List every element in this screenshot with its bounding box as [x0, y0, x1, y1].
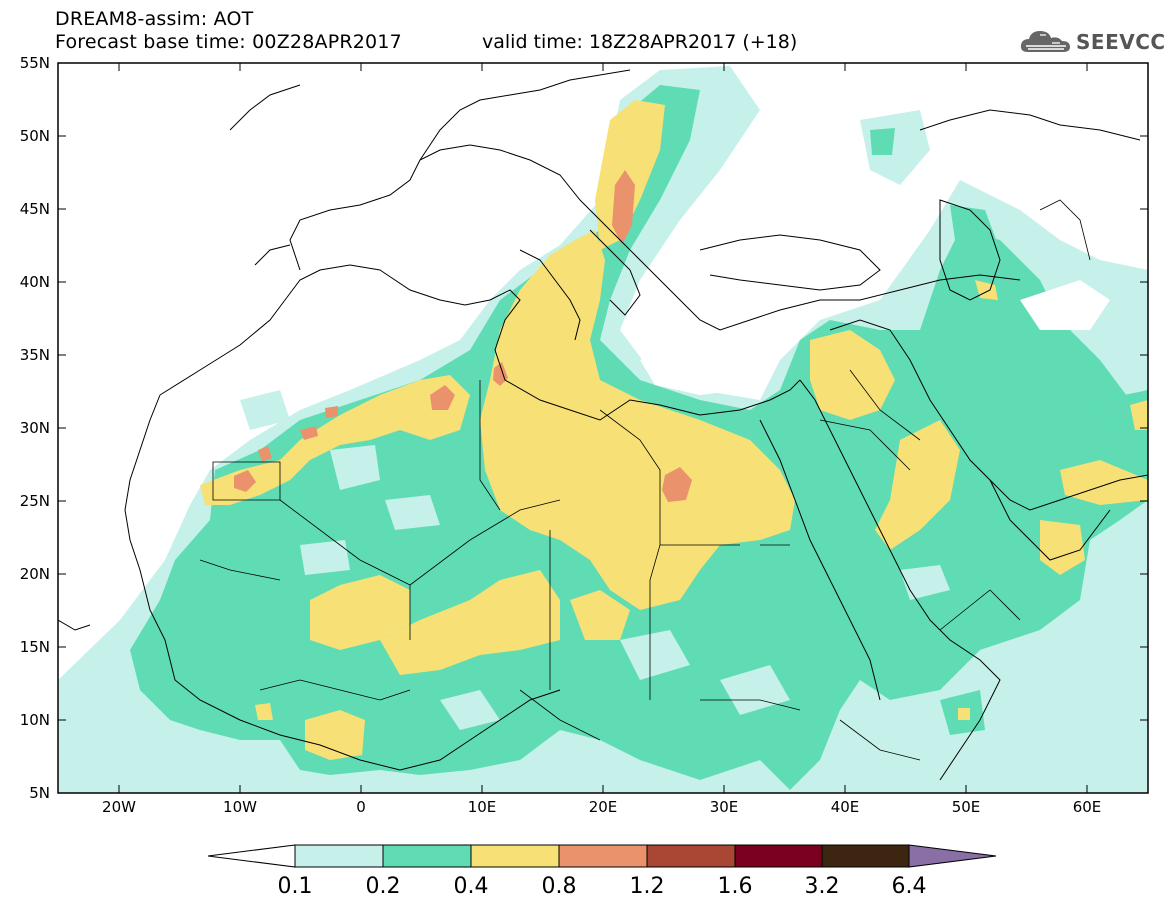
aot-holes-white [58, 280, 1110, 650]
colorbar-swatch [382, 844, 472, 868]
colorbar-label: 0.4 [454, 874, 489, 899]
lon-label: 40E [831, 798, 860, 816]
lon-label: 60E [1073, 798, 1102, 816]
colorbar-label: 3.2 [805, 874, 840, 899]
lon-label: 10E [468, 798, 497, 816]
lat-label: 15N [20, 638, 50, 656]
lon-ticks [118, 63, 1088, 793]
country-borders [199, 199, 1091, 761]
colorbar [207, 844, 997, 868]
lon-label: 20W [102, 798, 136, 816]
colorbar-label: 1.6 [718, 874, 753, 899]
colorbar-swatch [821, 844, 910, 868]
lat-label: 30N [20, 419, 50, 437]
lon-label: 0 [356, 798, 366, 816]
lat-label: 55N [20, 54, 50, 72]
colorbar-label: 0.2 [366, 874, 401, 899]
lon-label: 50E [952, 798, 981, 816]
lat-label: 45N [20, 200, 50, 218]
aot-contour-0-4 [200, 100, 1148, 760]
colorbar-swatch [734, 844, 823, 868]
lon-tick-labels: 20W 10W 0 10E 20E 30E 40E 50E 60E [102, 798, 1101, 816]
colorbar-label: 1.2 [630, 874, 665, 899]
lat-label: 20N [20, 565, 50, 583]
lon-label: 30E [710, 798, 739, 816]
chart-title: DREAM8-assim: AOT [55, 8, 254, 30]
colorbar-swatch [470, 844, 560, 868]
lat-label: 10N [20, 711, 50, 729]
colorbar-label: 0.1 [278, 874, 313, 899]
lat-label: 40N [20, 273, 50, 291]
colorbar-swatch [294, 844, 384, 868]
lat-label: 25N [20, 492, 50, 510]
seevccc-logo: SEEVCCC [1018, 24, 1165, 58]
cloud-icon [1020, 31, 1070, 52]
colorbar-labels: 0.1 0.2 0.4 0.8 1.2 1.6 3.2 6.4 [278, 874, 927, 899]
colorbar-left-arrow [207, 844, 296, 868]
coastlines [58, 69, 1148, 781]
colorbar-label: 6.4 [892, 874, 927, 899]
aot-contour-0-8 [234, 170, 692, 502]
valid-time: valid time: 18Z28APR2017 (+18) [482, 31, 798, 53]
lat-label: 5N [29, 784, 50, 802]
lon-label: 20E [589, 798, 618, 816]
lon-label: 10W [223, 798, 257, 816]
aot-field [58, 63, 1148, 793]
colorbar-swatch [558, 844, 648, 868]
lat-label: 50N [20, 127, 50, 145]
lat-label: 35N [20, 346, 50, 364]
lat-tick-labels: 55N 50N 45N 40N 35N 30N 25N 20N 15N 10N … [20, 54, 50, 802]
colorbar-label: 0.8 [542, 874, 577, 899]
logo-text: SEEVCCC [1076, 30, 1165, 54]
forecast-base-time: Forecast base time: 00Z28APR2017 [55, 31, 402, 53]
colorbar-swatch [646, 844, 736, 868]
lat-ticks [58, 62, 1148, 794]
colorbar-right-arrow [908, 844, 997, 868]
